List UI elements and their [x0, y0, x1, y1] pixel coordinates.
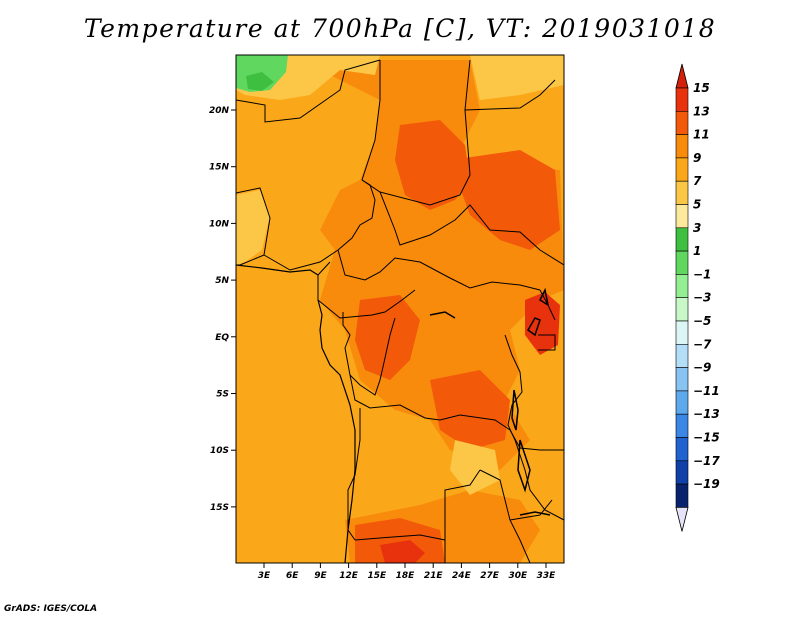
legend-label: 1 [693, 244, 701, 258]
legend-swatch [675, 297, 689, 322]
legend-label: 9 [693, 151, 701, 165]
lon-label: 24E [452, 571, 472, 581]
legend-swatch [675, 157, 689, 182]
legend-label: −13 [693, 407, 720, 421]
lon-label: 33E [537, 571, 557, 581]
field-base-9 [236, 55, 564, 563]
legend-swatch [675, 87, 689, 112]
legend-label: 3 [693, 221, 701, 235]
legend-swatch [675, 437, 689, 462]
lon-label: 18E [396, 571, 416, 581]
lat-label: 10S [210, 446, 229, 456]
legend-label: −17 [693, 454, 720, 468]
longitude-labels: 3E 6E 9E 12E 15E 18E 21E 24E 27E 30E 33E [258, 571, 556, 581]
lon-label: 9E [314, 571, 327, 581]
field-region-13-sudan [450, 150, 560, 250]
legend-swatch [675, 367, 689, 392]
legend-swatch [675, 134, 689, 159]
legend-label: −1 [693, 267, 711, 281]
field-region-11-south [345, 490, 540, 563]
map-title: Temperature at 700hPa [C], VT: 201903101… [83, 14, 717, 43]
country-borders [236, 59, 564, 563]
legend-label: −19 [693, 477, 720, 491]
legend-swatch [675, 413, 689, 438]
legend-label: 13 [693, 104, 710, 118]
field-region-7-north [236, 55, 380, 100]
legend-swatch [675, 483, 689, 508]
lat-label: 5N [215, 276, 229, 286]
credit-text: GrADS: IGES/COLA [4, 604, 98, 614]
legend-label: −9 [693, 361, 711, 375]
map-frame [235, 54, 565, 564]
legend-swatch [675, 204, 689, 229]
legend-label: −11 [693, 384, 720, 398]
field-region-13-lakes [430, 370, 510, 450]
field-region-7-west [236, 190, 270, 265]
field-region-7-south [450, 440, 500, 495]
legend-label: 5 [693, 198, 701, 212]
legend-swatch [675, 250, 689, 275]
lon-label: 12E [339, 571, 359, 581]
legend-label: −15 [693, 431, 720, 445]
legend-swatch [675, 274, 689, 298]
lon-label: 27E [480, 571, 500, 581]
lat-label: 15S [210, 503, 229, 513]
legend-top-arrow [675, 63, 689, 89]
lon-label: 30E [508, 571, 528, 581]
field-region-13-sahara [395, 120, 470, 210]
lat-label: 15N [209, 163, 230, 173]
lat-label: 10N [209, 219, 230, 229]
legend-swatch [675, 343, 689, 368]
field-region-7-ne [470, 55, 564, 100]
lon-label: 21E [424, 571, 444, 581]
lon-label: 6E [286, 571, 299, 581]
lon-label: 15E [367, 571, 387, 581]
legend-label: 15 [693, 81, 710, 95]
field-region-13-congo [355, 295, 420, 380]
legend-swatch [675, 390, 689, 415]
axis-ticks [231, 109, 547, 568]
lat-label: 5S [216, 390, 229, 400]
legend-bottom-arrow [675, 507, 689, 532]
legend-swatch [675, 460, 689, 485]
field-region-13-angola [355, 518, 445, 563]
legend-label: −5 [693, 314, 711, 328]
legend-label: 11 [693, 128, 710, 142]
color-legend: 15 13 11 9 7 5 3 1 −1 −3 −5 −7 −9 −11 −13 −15 −17 −19 [675, 63, 720, 532]
legend-label: −7 [693, 337, 712, 351]
legend-swatch [675, 180, 689, 205]
field-region-green-1 [236, 55, 288, 92]
field-region-green-3 [246, 72, 274, 91]
lon-label: 3E [258, 571, 271, 581]
coastline [236, 264, 356, 563]
legend-swatch [675, 227, 689, 252]
lakes [429, 287, 551, 516]
lat-label: EQ [215, 333, 229, 343]
lat-label: 20N [209, 106, 230, 116]
legend-label: 7 [693, 174, 702, 188]
latitude-labels: 20N 15N 10N 5N EQ 5S 10S 15S [209, 106, 230, 513]
legend-label: −3 [693, 291, 711, 305]
field-region-15-east [525, 292, 560, 355]
legend-swatch [675, 111, 689, 135]
field-region-11-central [300, 60, 564, 470]
field-region-15-south [380, 540, 425, 563]
legend-swatch [675, 320, 689, 345]
